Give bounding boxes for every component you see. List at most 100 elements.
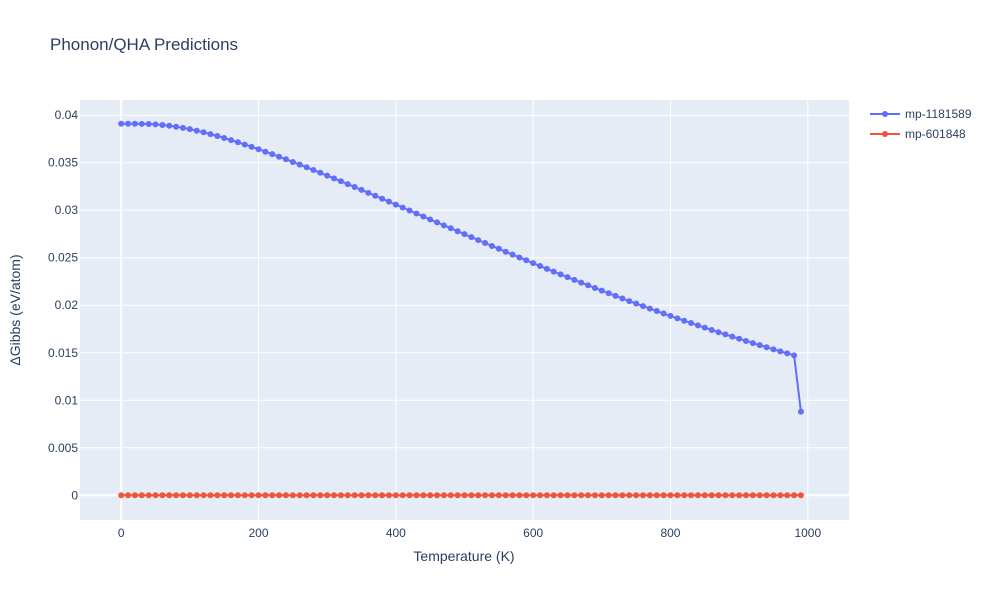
data-point [351, 184, 358, 191]
data-point [482, 240, 489, 247]
legend-marker-icon [882, 131, 888, 137]
data-point [125, 120, 132, 127]
y-tick-label: 0.035 [48, 156, 78, 170]
data-point [173, 492, 180, 499]
data-point [488, 242, 495, 249]
data-point [317, 492, 324, 499]
data-point [688, 492, 695, 499]
data-point [797, 408, 804, 415]
data-point [523, 492, 530, 499]
data-point [385, 492, 392, 499]
data-point [550, 268, 557, 275]
data-point [667, 492, 674, 499]
legend-marker-icon [882, 111, 888, 117]
data-point [310, 167, 317, 174]
data-point [564, 274, 571, 281]
y-tick-label: 0.02 [55, 298, 79, 312]
y-axis-title: ΔGibbs (eV/atom) [7, 254, 23, 365]
data-point [289, 158, 296, 165]
legend-item[interactable]: mp-1181589 [870, 107, 972, 121]
data-point [351, 492, 358, 499]
data-point [262, 148, 269, 155]
data-point [667, 312, 674, 319]
data-point [749, 340, 756, 347]
x-tick-label: 1000 [794, 526, 821, 540]
data-point [118, 492, 125, 499]
data-point [564, 492, 571, 499]
data-point [605, 492, 612, 499]
data-point [516, 254, 523, 261]
data-point [125, 492, 132, 499]
data-point [729, 333, 736, 340]
data-point [660, 492, 667, 499]
data-point [701, 324, 708, 331]
x-tick-label: 200 [249, 526, 269, 540]
data-point [708, 492, 715, 499]
data-point [468, 492, 475, 499]
data-point [674, 492, 681, 499]
data-point [269, 151, 276, 158]
data-point [344, 492, 351, 499]
data-point [598, 287, 605, 294]
x-tick-label: 0 [118, 526, 125, 540]
data-point [173, 123, 180, 130]
data-point [571, 276, 578, 283]
data-point [159, 121, 166, 128]
data-point [193, 127, 200, 134]
legend-item[interactable]: mp-601848 [870, 127, 966, 141]
data-point [502, 248, 509, 255]
data-point [585, 492, 592, 499]
y-tick-label: 0.015 [48, 346, 78, 360]
data-point [214, 133, 221, 140]
data-point [331, 492, 338, 499]
data-point [420, 492, 427, 499]
data-point [502, 492, 509, 499]
data-point [488, 492, 495, 499]
data-point [138, 120, 145, 127]
data-point [179, 492, 186, 499]
data-point [557, 271, 564, 278]
data-point [420, 213, 427, 220]
x-tick-label: 400 [386, 526, 406, 540]
data-point [660, 310, 667, 317]
data-point [234, 139, 241, 146]
data-point [207, 131, 214, 138]
data-point [694, 322, 701, 329]
data-point [777, 348, 784, 355]
data-point [530, 492, 537, 499]
legend-label: mp-1181589 [905, 107, 972, 121]
data-point [495, 245, 502, 252]
data-point [612, 492, 619, 499]
data-point [379, 492, 386, 499]
data-point [571, 492, 578, 499]
y-tick-label: 0.025 [48, 251, 78, 265]
data-point [152, 492, 159, 499]
data-point [324, 172, 331, 179]
data-point [324, 492, 331, 499]
y-tick-labels: 0 0.005 0.01 0.015 0.02 0.025 0.03 0.035 0.04 [48, 108, 78, 502]
data-point [756, 342, 763, 349]
data-point [461, 492, 468, 499]
data-point [653, 308, 660, 315]
data-point [269, 492, 276, 499]
data-point [784, 350, 791, 357]
data-point [228, 492, 235, 499]
data-point [509, 251, 516, 258]
data-point [495, 492, 502, 499]
data-point [763, 492, 770, 499]
data-point [303, 164, 310, 171]
series-line [121, 122, 802, 412]
x-axis-title: Temperature (K) [413, 548, 514, 564]
x-tick-label: 600 [523, 526, 543, 540]
data-point [626, 492, 633, 499]
data-point [454, 492, 461, 499]
data-point [591, 284, 598, 291]
data-point [537, 263, 544, 270]
data-point [516, 492, 523, 499]
data-point [633, 492, 640, 499]
data-point [166, 492, 173, 499]
data-point [434, 219, 441, 226]
data-point [379, 195, 386, 202]
x-tick-label: 800 [660, 526, 680, 540]
data-point [578, 279, 585, 286]
